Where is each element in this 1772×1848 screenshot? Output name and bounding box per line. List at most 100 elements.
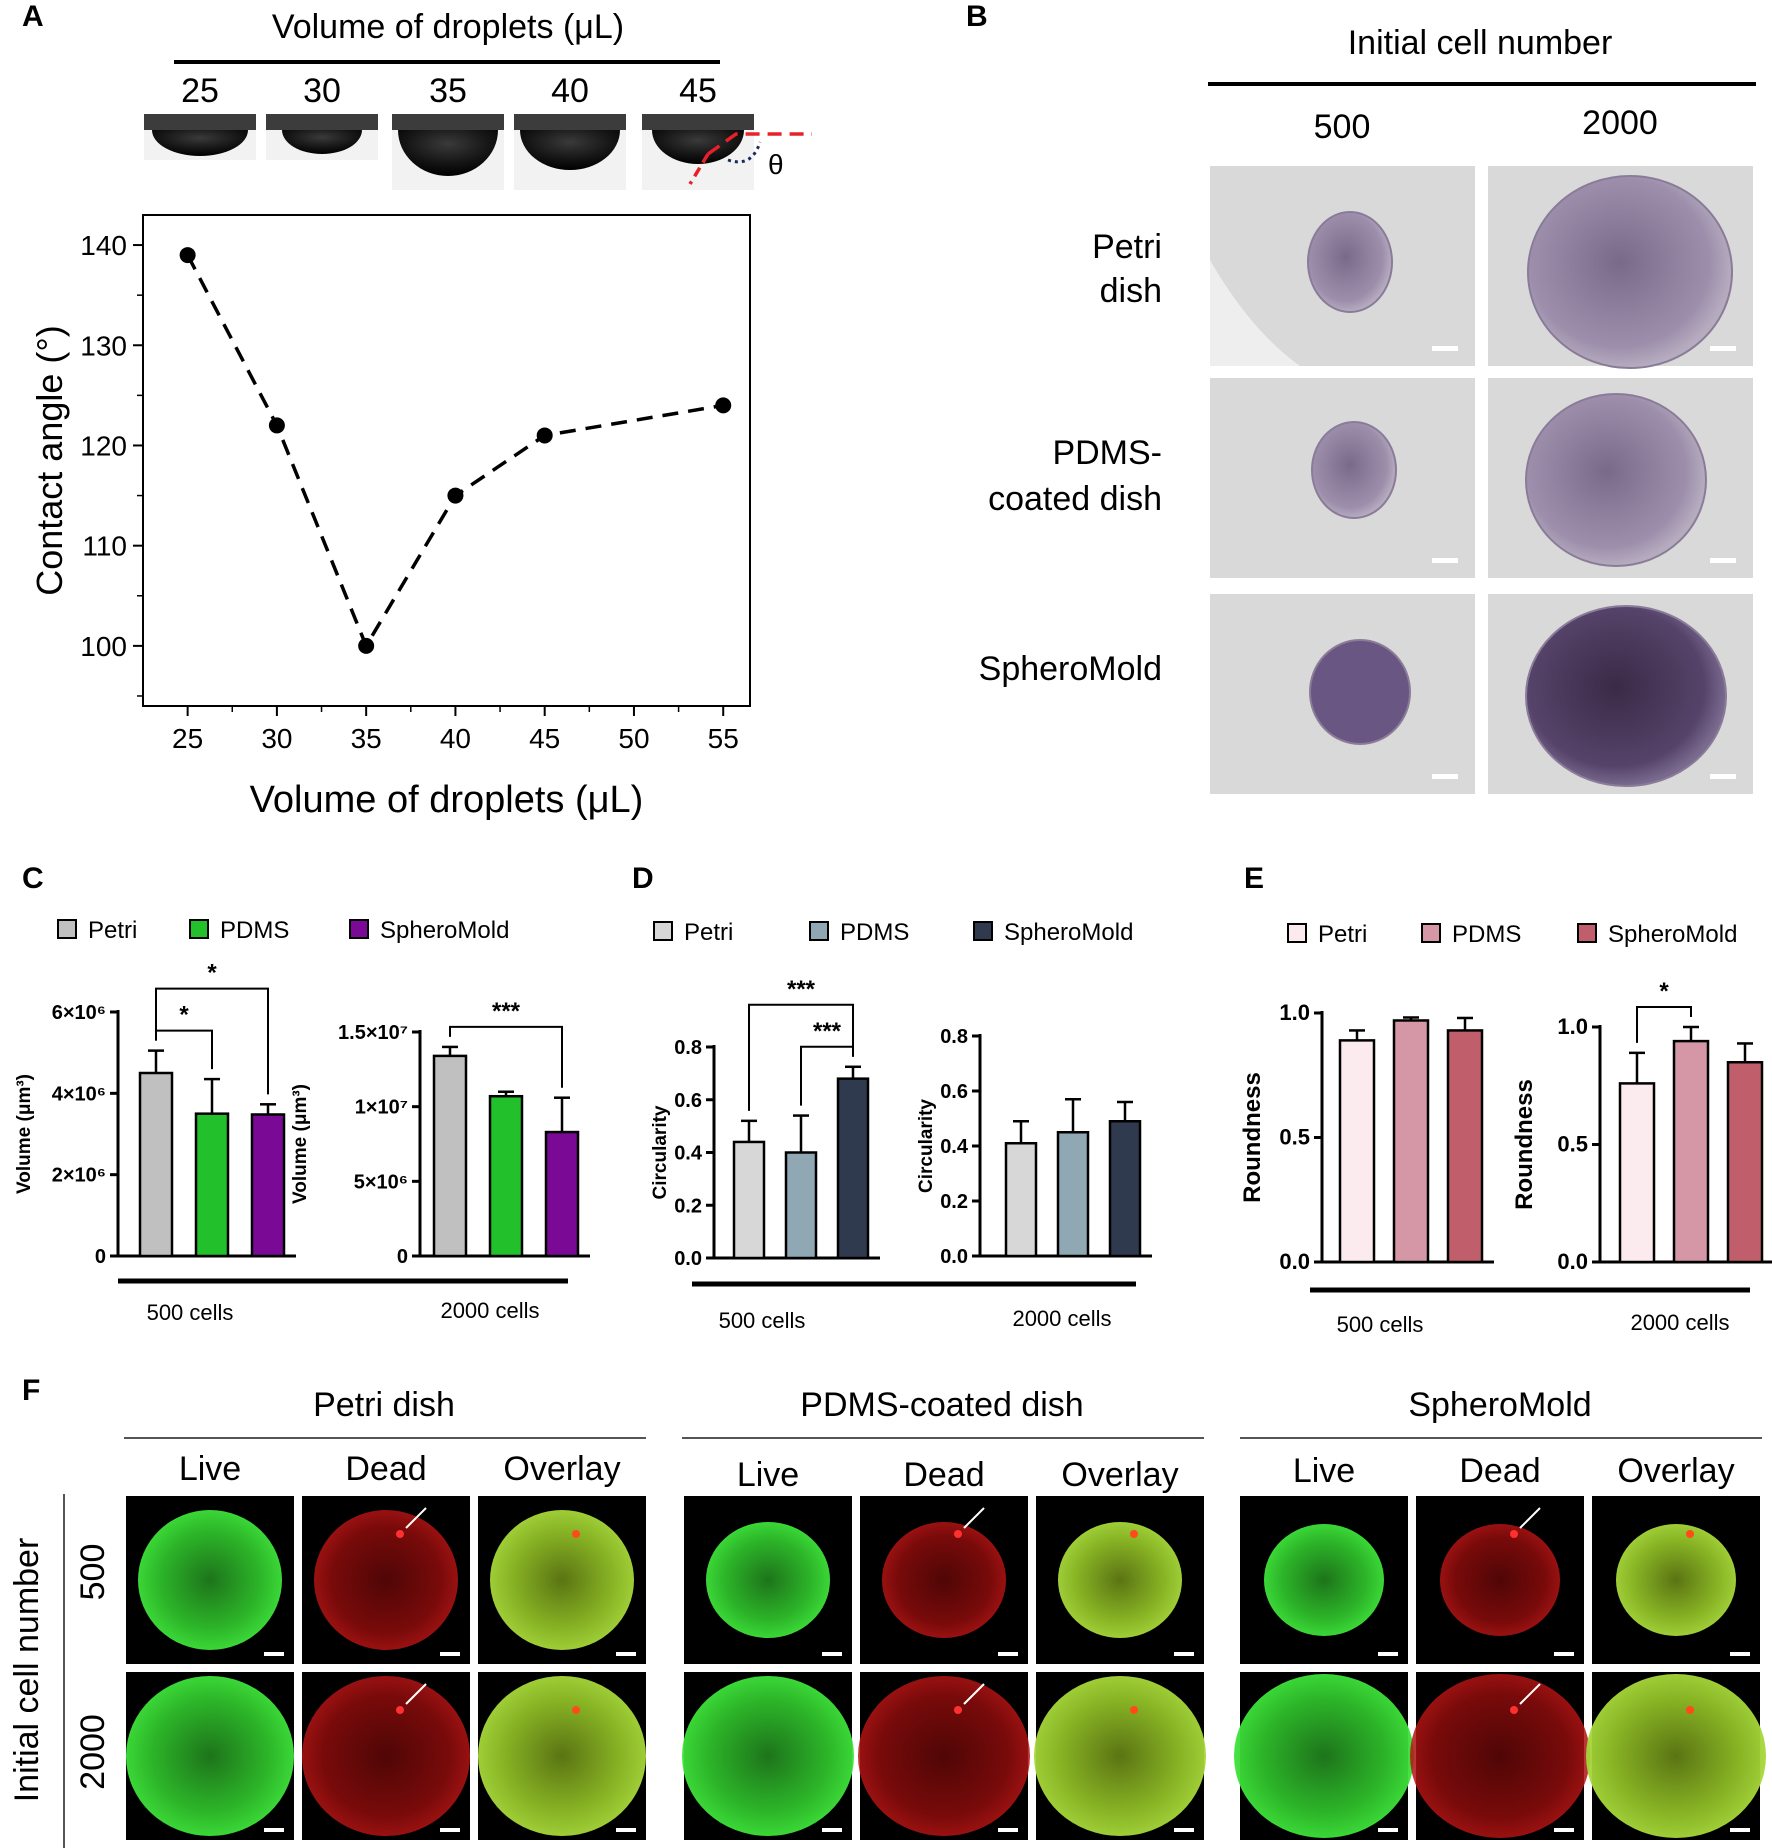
- bar-petri: [1338, 1039, 1376, 1264]
- spheroid: [1525, 393, 1707, 567]
- y-tick-label: 0.8: [674, 1037, 702, 1059]
- spheroid: [1307, 211, 1393, 313]
- spheroid-dead: [1410, 1674, 1590, 1838]
- y-tick-label: 0.6: [940, 1081, 968, 1103]
- y-tick-label: 140: [80, 230, 127, 261]
- legend-swatch: [1421, 923, 1441, 943]
- bar-pdms: [194, 1112, 230, 1258]
- y-tick-label: 0.4: [674, 1143, 703, 1165]
- y-tick-label: 1.5×10⁷: [338, 1022, 408, 1044]
- significance-label: ***: [813, 1018, 842, 1045]
- legend-swatch: [1577, 923, 1597, 943]
- legend-label: SpheroMold: [1608, 921, 1737, 948]
- spheroid-live: [706, 1522, 830, 1638]
- scale-bar: [1378, 1652, 1398, 1656]
- row-label-pdms-line1: PDMS-: [1052, 434, 1162, 472]
- panel-letter-b: B: [966, 0, 988, 33]
- y-tick-label: 110: [82, 531, 127, 562]
- bar-spheromold: [1108, 1120, 1142, 1258]
- y-tick-label: 0.4: [940, 1136, 969, 1158]
- x-tick-label: 55: [708, 723, 739, 754]
- x-tick-label: 30: [261, 723, 292, 754]
- panel-letter-d: D: [632, 862, 654, 895]
- panel-a: A Volume of droplets (μL) 25 30 35 40 45 θ 2…: [22, 0, 812, 821]
- chart-circularity-500: 0.0 0.2 0.4 0.6 0.8 *** *** Circularity 500 cell…: [650, 976, 880, 1333]
- pointer-arrow: [963, 1683, 985, 1705]
- y-axis-label: Roundness: [1239, 1072, 1266, 1203]
- x-tick-label: 40: [440, 723, 471, 754]
- group-label: 2000 cells: [1012, 1306, 1111, 1331]
- scale-bar: [998, 1652, 1018, 1656]
- y-axis-label: Contact angle (°): [29, 325, 70, 596]
- group-label: 500 cells: [147, 1300, 234, 1325]
- series-line: [186, 254, 724, 650]
- spheroid-overlay: [478, 1676, 646, 1836]
- legend-swatch: [809, 921, 829, 941]
- significance-bracket: [155, 987, 269, 1095]
- droplet-substrate: [392, 114, 504, 130]
- droplet-header: Volume of droplets (μL): [272, 8, 624, 46]
- legend-swatch: [973, 921, 993, 941]
- dead-cell-spot: [1510, 1706, 1518, 1714]
- spheroid-dead: [314, 1510, 458, 1650]
- panel-letter-a: A: [22, 0, 44, 33]
- spheroid-dead: [302, 1676, 470, 1836]
- y-axis-label: Circularity: [650, 1105, 671, 1199]
- spheroid-overlay: [1034, 1676, 1206, 1836]
- scale-bar: [1174, 1828, 1194, 1832]
- spheroid: [1527, 175, 1733, 369]
- spheroid-overlay: [1616, 1524, 1736, 1636]
- y-tick-label: 1.0: [1557, 1014, 1588, 1039]
- fluorescence-micrographs: [126, 1496, 1766, 1840]
- spheroid-dead: [1440, 1524, 1560, 1636]
- y-axis-label: Circularity: [916, 1099, 937, 1193]
- panel-f: F Petri dish PDMS-coated dish SpheroMold…: [8, 1374, 1766, 1848]
- overlay-dead-spot: [572, 1706, 580, 1714]
- spheroid: [1309, 639, 1411, 745]
- scale-bar: [1554, 1828, 1574, 1832]
- scale-bar: [616, 1652, 636, 1656]
- spheroid-live: [1264, 1524, 1384, 1636]
- bar-spheromold: [250, 1113, 286, 1258]
- y-tick-label: 4×10⁶: [52, 1083, 106, 1105]
- y-tick-label: 0: [95, 1246, 106, 1268]
- legend-swatch: [653, 921, 673, 941]
- droplet-shape: [652, 130, 744, 164]
- chart-volume-2000: 0 5×10⁶ 1×10⁷ 1.5×10⁷ *** Volume (μm³) 2000 ce…: [290, 998, 590, 1323]
- y-tick-label: 0.0: [674, 1248, 702, 1270]
- spheroid-overlay: [490, 1510, 634, 1650]
- bar-pdms: [1056, 1131, 1090, 1258]
- chart-circularity-2000: 0.0 0.2 0.4 0.6 0.8 Circularity 2000 cells: [916, 1026, 1152, 1331]
- y-tick-label: 2×10⁶: [52, 1165, 106, 1187]
- bar-petri: [732, 1140, 766, 1260]
- f-group-petri: Petri dish: [313, 1386, 455, 1424]
- droplet-shape: [520, 130, 620, 170]
- scale-bar: [1432, 558, 1458, 563]
- row-label-spheromold: SpheroMold: [979, 650, 1162, 688]
- legend-swatch: [57, 919, 77, 939]
- bar-pdms: [488, 1094, 524, 1258]
- spheroid-overlay: [1586, 1674, 1766, 1838]
- legend-c: Petri PDMS SpheroMold: [57, 917, 509, 944]
- panel-b-col-500: 500: [1314, 108, 1371, 146]
- scale-bar: [440, 1828, 460, 1832]
- droplet-volume-label-35: 35: [429, 72, 467, 110]
- f-channel-label-overlay: Overlay: [1061, 1456, 1178, 1494]
- spheroid: [1525, 605, 1727, 787]
- pointer-arrow: [1519, 1683, 1541, 1705]
- overlay-dead-spot: [1130, 1706, 1138, 1714]
- f-channel-label-overlay: Overlay: [1617, 1452, 1734, 1490]
- bar-petri: [1004, 1142, 1038, 1258]
- overlay-dead-spot: [1130, 1530, 1138, 1538]
- f-channel-label-dead: Dead: [903, 1456, 984, 1494]
- f-channel-label-live: Live: [179, 1450, 241, 1488]
- spheroid-live: [138, 1510, 282, 1650]
- pointer-arrow: [405, 1507, 427, 1529]
- bar-spheromold: [836, 1077, 870, 1260]
- droplet-volume-label-30: 30: [303, 72, 341, 110]
- significance-label: *: [1659, 978, 1669, 1005]
- f-channel-label-dead: Dead: [1459, 1452, 1540, 1490]
- scale-bar: [1710, 558, 1736, 563]
